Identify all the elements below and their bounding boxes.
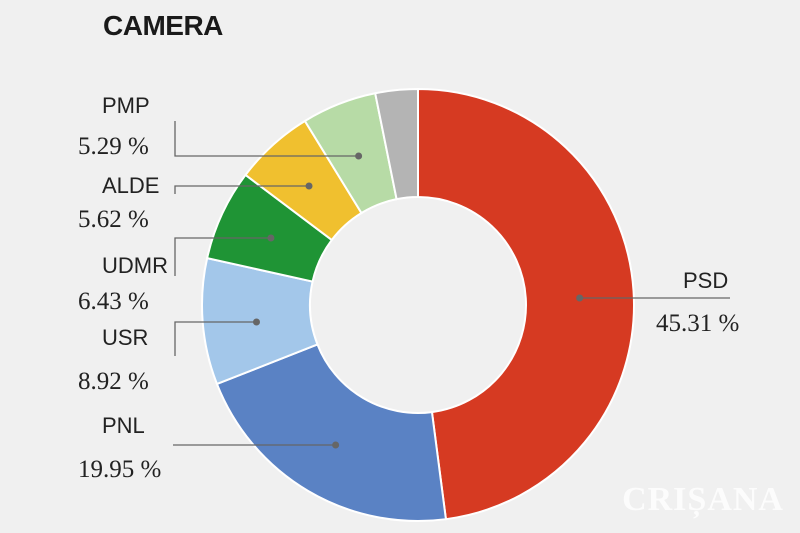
label-alde: ALDE [102, 173, 159, 198]
marker-dot-alde [305, 182, 313, 190]
leader-line-usr [174, 321, 257, 356]
value-label-psd: 45.31 % [656, 310, 739, 337]
leader-line-udmr [174, 237, 271, 276]
leader-line-alde [174, 185, 310, 194]
value-label-pmp: 5.29 % [78, 133, 149, 160]
label-pmp: PMP [102, 93, 150, 118]
chart-title: CAMERA [103, 10, 223, 41]
slice-psd [417, 87, 635, 521]
label-udmr: UDMR [102, 253, 168, 278]
label-pnl: PNL [102, 413, 145, 438]
value-label-usr: 8.92 % [78, 368, 149, 395]
marker-dot-psd [576, 294, 584, 302]
marker-dot-udmr [267, 234, 275, 242]
leader-line-pmp [174, 121, 359, 157]
label-usr: USR [102, 325, 148, 350]
watermark-logo: CRIȘANA [622, 481, 784, 518]
slice-other [374, 87, 419, 201]
marker-dot-pmp [355, 152, 363, 160]
value-label-alde: 5.62 % [78, 206, 149, 233]
label-psd: PSD [683, 268, 728, 293]
slice-pnl [215, 343, 448, 522]
marker-dot-pnl [332, 441, 340, 449]
marker-dot-usr [252, 318, 260, 326]
value-label-pnl: 19.95 % [78, 456, 161, 483]
value-label-udmr: 6.43 % [78, 288, 149, 315]
